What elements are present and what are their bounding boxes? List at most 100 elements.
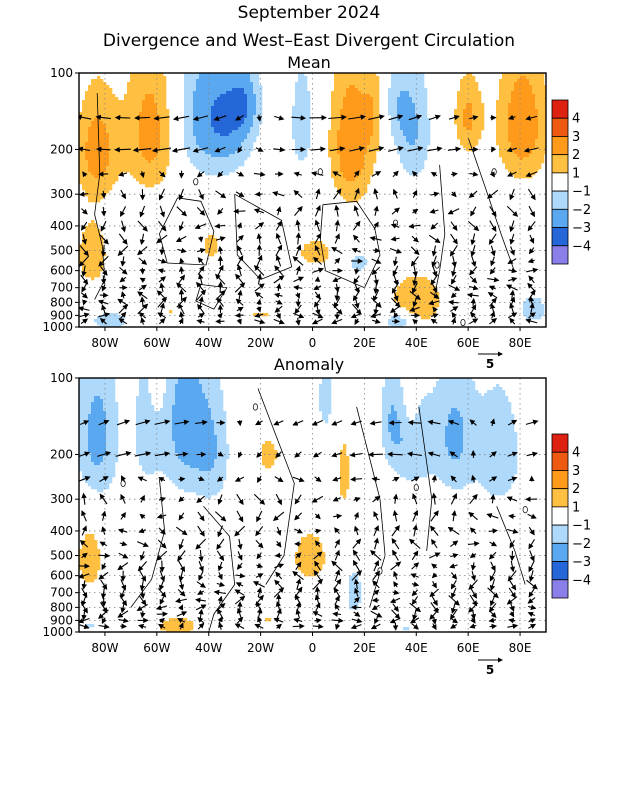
shade-cell — [301, 157, 305, 161]
shade-cell — [421, 298, 425, 302]
shade-cell — [412, 142, 416, 146]
shade-cell — [85, 130, 89, 134]
wind-vector — [469, 318, 479, 325]
shade-cell — [91, 151, 95, 155]
shade-cell — [190, 133, 194, 137]
shade-cell — [343, 178, 347, 182]
shade-cell — [367, 109, 371, 113]
shade-cell — [118, 157, 122, 161]
shade-cell — [190, 381, 194, 385]
shade-cell — [205, 247, 209, 251]
shade-cell — [136, 172, 140, 176]
shade-cell — [79, 142, 83, 146]
shade-cell — [316, 253, 320, 257]
shade-cell — [529, 94, 533, 98]
shade-cell — [163, 112, 167, 116]
wind-vector — [507, 258, 517, 265]
shade-cell — [526, 301, 530, 305]
shade-cell — [532, 112, 536, 116]
shade-cell — [148, 106, 152, 110]
shade-cell — [106, 109, 110, 113]
shade-cell — [109, 163, 113, 167]
shade-cell — [187, 91, 191, 95]
shade-cell — [109, 139, 113, 143]
shade-cell — [304, 127, 308, 131]
shade-cell — [394, 127, 398, 131]
shade-cell — [244, 145, 248, 149]
shade-cell — [358, 166, 362, 170]
shade-cell — [211, 112, 215, 116]
shade-cell — [160, 127, 164, 131]
shade-cell — [253, 88, 257, 92]
shade-cell — [151, 109, 155, 113]
shade-cell — [91, 196, 95, 200]
wind-vector — [352, 220, 361, 231]
shade-cell — [217, 91, 221, 95]
wind-vector — [254, 312, 264, 318]
shade-cell — [523, 304, 527, 308]
shade-cell — [325, 390, 329, 394]
shade-cell — [370, 124, 374, 128]
shade-cell — [526, 103, 530, 107]
shade-cell — [523, 115, 527, 119]
shade-cell — [526, 307, 530, 311]
shade-cell — [109, 181, 113, 185]
shade-cell — [532, 109, 536, 113]
shade-cell — [196, 133, 200, 137]
shade-cell — [394, 115, 398, 119]
shade-cell — [103, 100, 107, 104]
shade-cell — [139, 157, 143, 161]
shade-cell — [121, 100, 125, 104]
shade-cell — [460, 88, 464, 92]
shade-cell — [214, 103, 218, 107]
shade-cell — [433, 390, 437, 394]
shade-cell — [532, 94, 536, 98]
x-tick-label: 80E — [509, 336, 532, 350]
shade-cell — [319, 384, 323, 388]
shade-cell — [82, 160, 86, 164]
shade-cell — [421, 154, 425, 158]
shade-cell — [238, 130, 242, 134]
shade-cell — [235, 112, 239, 116]
shade-cell — [112, 145, 116, 149]
shade-cell — [94, 100, 98, 104]
shade-cell — [403, 142, 407, 146]
shade-cell — [217, 166, 221, 170]
shade-cell — [148, 175, 152, 179]
shade-cell — [97, 193, 101, 197]
shade-cell — [394, 130, 398, 134]
shade-cell — [295, 112, 299, 116]
shade-cell — [322, 378, 326, 382]
shade-cell — [91, 193, 95, 197]
wind-vector — [192, 115, 209, 122]
shade-cell — [235, 115, 239, 119]
shade-cell — [421, 103, 425, 107]
shade-cell — [298, 127, 302, 131]
shade-cell — [256, 97, 260, 101]
shade-cell — [406, 133, 410, 137]
shade-cell — [394, 384, 398, 388]
shade-cell — [460, 393, 464, 397]
shade-cell — [337, 178, 341, 182]
shade-cell — [115, 112, 119, 116]
shade-cell — [349, 193, 353, 197]
shade-cell — [112, 127, 116, 131]
shade-cell — [94, 139, 98, 143]
shade-cell — [328, 130, 332, 134]
shade-cell — [520, 85, 524, 89]
shade-cell — [364, 160, 368, 164]
shade-cell — [115, 97, 119, 101]
shade-cell — [334, 88, 338, 92]
shade-cell — [133, 106, 137, 110]
shade-cell — [100, 166, 104, 170]
shade-cell — [133, 112, 137, 116]
shade-cell — [406, 163, 410, 167]
shade-cell — [142, 121, 146, 125]
shade-cell — [508, 130, 512, 134]
shade-cell — [190, 387, 194, 391]
shade-cell — [475, 124, 479, 128]
shade-cell — [229, 154, 233, 158]
shade-cell — [361, 79, 365, 83]
shade-cell — [481, 115, 485, 119]
